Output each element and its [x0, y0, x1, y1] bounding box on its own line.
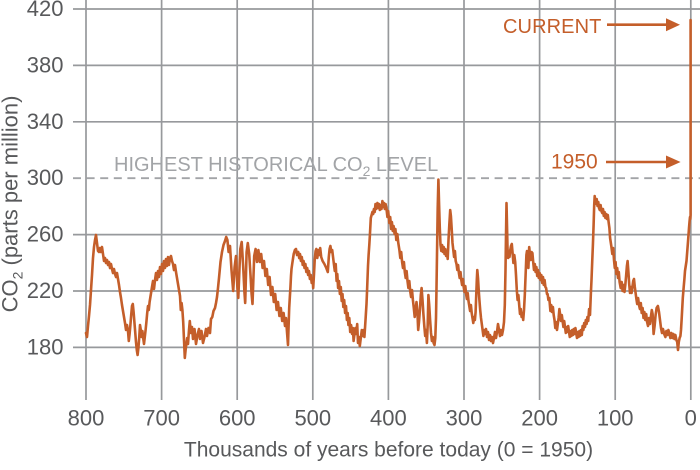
svg-text:380: 380 [27, 52, 64, 77]
svg-text:500: 500 [294, 406, 331, 431]
svg-text:CO2 (parts per million): CO2 (parts per million) [0, 96, 26, 313]
svg-text:100: 100 [597, 406, 634, 431]
svg-text:180: 180 [27, 334, 64, 359]
svg-text:260: 260 [27, 222, 64, 247]
svg-text:200: 200 [521, 406, 558, 431]
svg-text:420: 420 [27, 0, 64, 21]
svg-text:0: 0 [685, 406, 697, 431]
svg-text:300: 300 [27, 165, 64, 190]
svg-text:CURRENT: CURRENT [503, 16, 601, 38]
svg-text:Thousands of years before toda: Thousands of years before today (0 = 195… [184, 439, 593, 462]
svg-text:700: 700 [143, 406, 180, 431]
svg-text:340: 340 [27, 109, 64, 134]
svg-text:1950: 1950 [551, 151, 598, 174]
svg-text:400: 400 [370, 406, 407, 431]
svg-text:HIGHEST HISTORICAL CO2 LEVEL: HIGHEST HISTORICAL CO2 LEVEL [114, 154, 438, 179]
svg-text:220: 220 [27, 278, 64, 303]
svg-text:800: 800 [68, 406, 105, 431]
svg-text:300: 300 [446, 406, 483, 431]
svg-text:600: 600 [219, 406, 256, 431]
